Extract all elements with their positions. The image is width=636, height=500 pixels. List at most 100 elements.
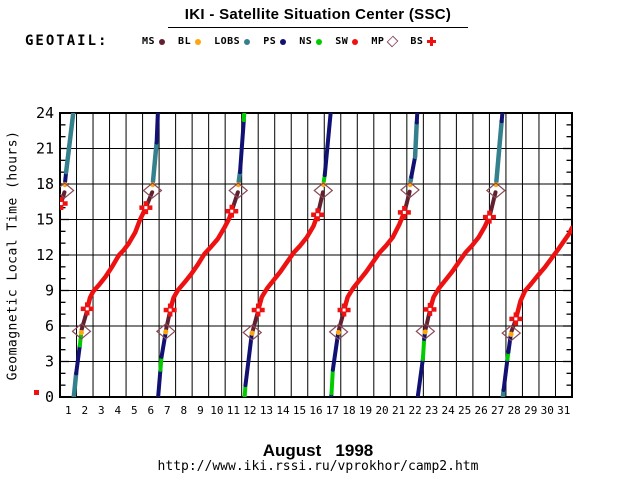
y-tick-label: 9: [45, 282, 54, 300]
x-tick-label: 13: [260, 404, 273, 417]
x-tick-label: 3: [98, 404, 105, 417]
x-tick-label: 7: [164, 404, 171, 417]
trace-ps: [414, 113, 420, 125]
trace-lobs: [63, 113, 76, 175]
bs-marker: [139, 201, 153, 215]
x-tick-label: 23: [425, 404, 438, 417]
x-tick-label: 4: [114, 404, 121, 417]
bl-marker: [508, 331, 514, 337]
mp-marker: [485, 182, 506, 199]
trace-sw: [341, 208, 407, 313]
x-tick-label: 19: [359, 404, 372, 417]
legend-label: MS: [142, 36, 156, 47]
y-axis-title: Geomagnetic Local Time (hours): [5, 130, 21, 381]
y-tick-label: 3: [45, 353, 54, 371]
legend-label: MP: [371, 36, 385, 47]
trace-ns: [420, 337, 427, 362]
legend-label: LOBS: [214, 36, 241, 47]
trace-ps: [238, 118, 246, 175]
y-tick-label: 24: [36, 104, 54, 122]
x-tick-label: 15: [293, 404, 306, 417]
bl-marker: [78, 329, 84, 336]
trace-ps: [506, 334, 513, 355]
x-tick-label: 20: [375, 404, 388, 417]
legend-item-sw: SW: [335, 36, 359, 47]
bl-marker: [422, 329, 428, 335]
lobs-legend-dot-icon: [244, 38, 251, 45]
ms-legend-dot-icon: [159, 38, 166, 45]
trace-ps: [415, 357, 425, 397]
trace-sw: [167, 207, 235, 313]
bl-marker: [249, 330, 255, 336]
bs-marker: [225, 204, 239, 218]
x-tick-label: 29: [524, 404, 537, 417]
x-tick-label: 5: [131, 404, 138, 417]
mp-marker: [60, 182, 75, 199]
bs-marker: [337, 303, 351, 317]
x-tick-label: 22: [408, 404, 421, 417]
legend-label: NS: [299, 36, 313, 47]
trace-ps: [322, 113, 333, 178]
legend-label: BS: [410, 36, 424, 47]
bs-marker: [397, 205, 411, 219]
mp-marker: [155, 323, 176, 340]
x-tick-label: 16: [309, 404, 322, 417]
title-underline: [168, 27, 468, 28]
footer-month-year: August 1998: [262, 441, 374, 460]
mp-marker: [313, 182, 334, 199]
bl-legend-dot-icon: [195, 38, 202, 45]
region-legend: MS BL LOBS PS NS SW MP BS: [142, 35, 437, 48]
x-tick-label: 9: [197, 404, 204, 417]
x-tick-label: 31: [557, 404, 570, 417]
legend-item-bs: BS: [410, 36, 437, 47]
trace-sw: [513, 225, 572, 322]
x-tick-label: 27: [491, 404, 504, 417]
x-tick-label: 11: [227, 404, 240, 417]
mp-marker: [501, 324, 522, 342]
mp-marker: [71, 323, 92, 340]
bs-marker: [509, 312, 523, 326]
legend-label: BL: [178, 36, 192, 47]
trace-lobs: [412, 120, 419, 160]
x-tick-label: 30: [541, 404, 554, 417]
x-tick-label: 25: [458, 404, 471, 417]
mp-markers: [60, 181, 522, 342]
trace-ps: [156, 367, 163, 397]
bs-marker: [60, 197, 68, 211]
x-tick-label: 28: [508, 404, 521, 417]
x-tick-label: 24: [442, 404, 456, 417]
trace-ps: [74, 343, 82, 376]
legend-item-bl: BL: [178, 36, 202, 47]
trace-ps: [154, 113, 160, 145]
orbit-traces: [60, 113, 572, 397]
trace-ns: [241, 113, 247, 123]
trace-lobs: [494, 119, 504, 184]
y-tick-label: 6: [45, 317, 54, 335]
y-tick-labels: 0 3 6 9 12 15 18 21 24: [36, 104, 54, 406]
x-tick-label: 26: [475, 404, 488, 417]
bs-marker: [423, 302, 437, 316]
satellite-label: GEOTAIL:: [25, 33, 109, 49]
bs-marker: [251, 303, 265, 317]
trace-ps: [243, 333, 254, 388]
legend-item-ms: MS: [142, 36, 166, 47]
trace-sw: [255, 211, 321, 313]
bl-marker: [163, 329, 169, 335]
trace-ns: [329, 367, 335, 396]
x-tick-label: 6: [148, 404, 155, 417]
x-tick-label: 14: [276, 404, 290, 417]
mp-marker: [328, 323, 349, 341]
legend-item-ns: NS: [299, 36, 323, 47]
mp-marker: [400, 181, 420, 199]
trace-ps: [501, 357, 510, 392]
trace-ns: [77, 333, 83, 348]
mp-legend-diamond-icon: [386, 35, 399, 48]
legend-item-lobs: LOBS: [214, 36, 251, 47]
legend-label: PS: [263, 36, 277, 47]
trace-sw: [427, 213, 492, 312]
x-tick-label: 1: [65, 404, 72, 417]
mp-marker: [242, 324, 263, 341]
bs-marker: [80, 302, 94, 316]
trace-lobs: [150, 140, 159, 184]
